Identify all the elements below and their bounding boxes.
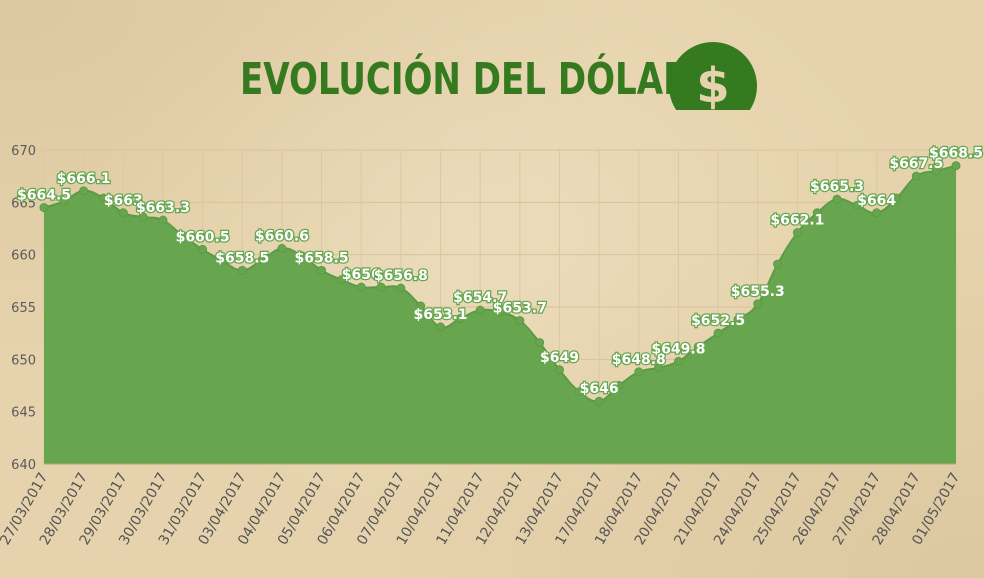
data-point: [892, 193, 902, 203]
data-point: [792, 228, 802, 238]
data-point: [158, 215, 168, 225]
data-point: [455, 314, 465, 324]
data-points: [39, 161, 961, 406]
data-point: [554, 365, 564, 375]
y-tick-label: 650: [11, 353, 36, 368]
data-label: $664.5: [17, 188, 71, 204]
data-label: $654.7: [453, 290, 507, 306]
data-point: [396, 283, 406, 293]
data-point: [852, 200, 862, 210]
data-point: [515, 316, 525, 326]
data-point: [713, 328, 723, 338]
y-axis: 640 645 650 655 660 665 670: [11, 144, 36, 473]
data-label: $648.8: [612, 352, 666, 368]
data-point: [773, 259, 783, 269]
data-point: [79, 186, 89, 196]
data-point: [911, 171, 921, 181]
data-label: $656.8: [374, 268, 428, 284]
data-label: $667.5: [889, 156, 943, 172]
data-point: [98, 193, 108, 203]
data-point: [832, 194, 842, 204]
data-point: [951, 161, 961, 171]
data-label: $646: [580, 381, 619, 397]
data-point: [594, 396, 604, 406]
y-tick-label: 640: [11, 458, 36, 473]
data-label: $664: [857, 193, 896, 209]
data-label: $666.1: [57, 171, 111, 187]
data-point: [535, 338, 545, 348]
data-labels: $664.5$666.1 $663$663.3 $660.5 $658.5 $660.6…: [16, 144, 984, 398]
data-point: [376, 282, 386, 292]
data-point: [118, 208, 128, 218]
data-label: $660.5: [176, 229, 230, 245]
data-label: $665.3: [810, 179, 864, 195]
y-tick-label: 665: [11, 196, 36, 211]
data-label: $660.6: [255, 228, 309, 244]
data-label: $649.8: [651, 341, 705, 357]
data-point: [872, 208, 882, 218]
data-label: $649: [540, 350, 579, 366]
data-point: [634, 367, 644, 377]
data-point: [495, 307, 505, 317]
data-point: [39, 203, 49, 213]
data-label: $668.5: [929, 146, 983, 162]
y-tick-label: 655: [11, 301, 36, 316]
data-point: [277, 243, 287, 253]
data-point: [614, 381, 624, 390]
data-point: [59, 196, 69, 206]
dollar-symbol: $: [696, 58, 729, 110]
data-point: [178, 231, 188, 241]
data-point: [753, 299, 763, 309]
data-point: [693, 342, 703, 352]
y-tick-label: 660: [11, 249, 36, 264]
data-point: [416, 301, 426, 311]
data-label: $656: [342, 267, 381, 283]
data-point: [475, 305, 485, 315]
data-label: $652.5: [691, 313, 745, 329]
data-label: $663.3: [136, 200, 190, 216]
data-point: [217, 256, 227, 266]
data-label: $655.3: [731, 284, 785, 300]
data-point: [336, 275, 346, 285]
data-point: [356, 282, 366, 292]
data-point: [931, 166, 941, 176]
data-label: $663: [104, 193, 143, 209]
data-point: [574, 387, 584, 397]
data-point: [138, 212, 148, 222]
y-tick-label: 645: [11, 406, 36, 421]
data-point: [198, 244, 208, 254]
data-point: [436, 322, 446, 332]
x-axis: 27/03/201728/03/201729/03/201730/03/2017…: [0, 463, 963, 548]
data-point: [733, 315, 743, 325]
data-point: [237, 265, 247, 275]
dollar-sign-icon: $: [668, 42, 758, 110]
data-point: [654, 363, 664, 373]
data-point: [673, 356, 683, 366]
data-label: $653.7: [493, 301, 547, 317]
data-point: [297, 251, 307, 261]
data-label: $662.1: [770, 213, 824, 229]
data-label: $658.5: [215, 250, 269, 266]
data-label: $653.1: [414, 307, 468, 323]
chart-title: EVOLUCIÓN DEL DÓLAR: [240, 54, 690, 105]
data-label: $658.5: [295, 250, 349, 266]
data-point: [317, 265, 327, 275]
data-point: [257, 255, 267, 265]
data-point: [812, 208, 822, 218]
y-tick-label: 670: [11, 144, 36, 159]
